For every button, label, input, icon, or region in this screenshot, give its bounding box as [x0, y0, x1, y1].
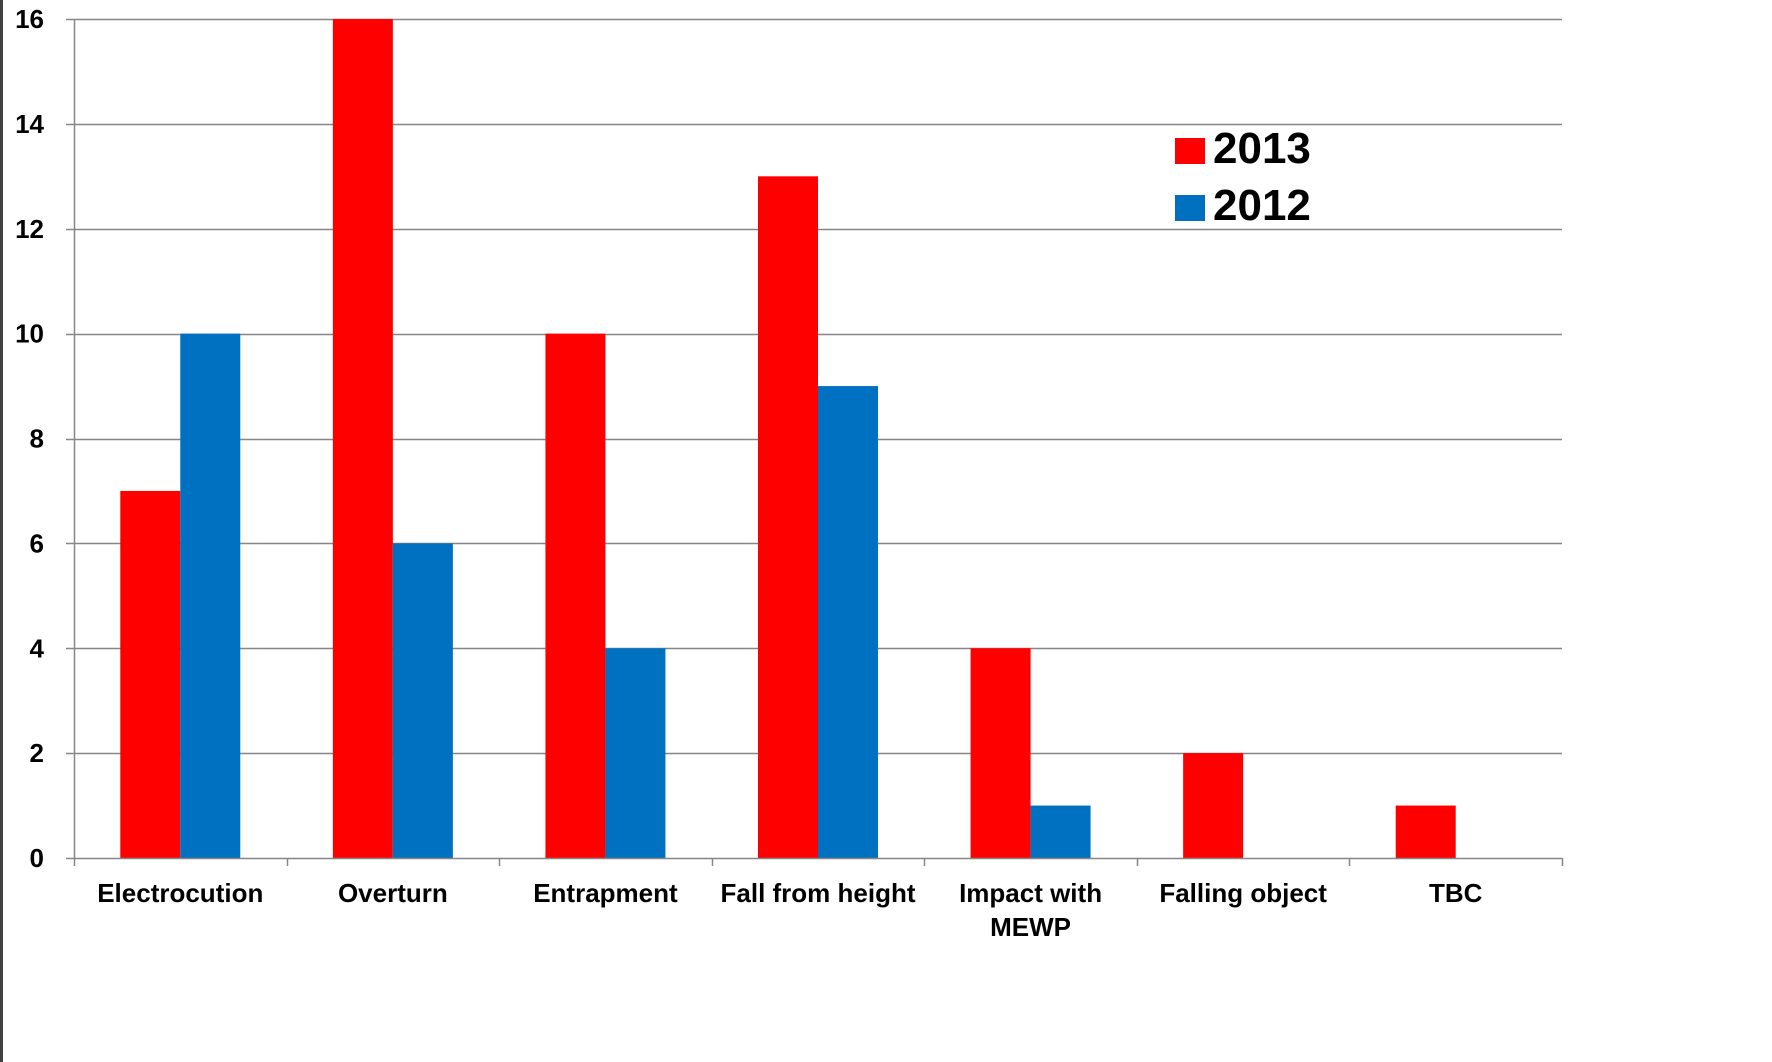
- y-tick-label: 8: [30, 424, 44, 454]
- legend: 2013 2012: [1175, 124, 1311, 230]
- x-category-label: Fall from height: [721, 878, 916, 908]
- x-category-label: Electrocution: [97, 878, 263, 908]
- x-category-label: Falling object: [1159, 878, 1327, 908]
- x-category-label: Impact with MEWP: [959, 878, 1102, 942]
- x-category-label-line: MEWP: [990, 912, 1071, 942]
- bar-2013-overturn: [332, 19, 393, 858]
- bar-2012-entrapment: [605, 648, 666, 858]
- x-category-label-line: Entrapment: [533, 878, 678, 908]
- bar-2012-impact-with-mewp: [1030, 805, 1091, 858]
- y-tick-label: 6: [30, 528, 44, 558]
- x-category-label: TBC: [1429, 878, 1483, 908]
- x-category-label-line: TBC: [1429, 878, 1483, 908]
- x-axis-categories: Electrocution Overturn Entrapment Fall from…: [97, 878, 1482, 942]
- x-category-label: Entrapment: [533, 878, 678, 908]
- bars: [120, 19, 1456, 858]
- y-axis-ticks: 0 2 4 6 8 10 12 14 16: [15, 4, 74, 873]
- x-category-label-line: Falling object: [1159, 878, 1327, 908]
- y-tick-label: 0: [30, 843, 44, 873]
- legend-swatch-2013: [1175, 138, 1205, 164]
- bar-2013-entrapment: [545, 333, 606, 858]
- x-category-label-line: Electrocution: [97, 878, 263, 908]
- x-category-label-line: Overturn: [338, 878, 448, 908]
- y-tick-label: 14: [15, 109, 44, 139]
- x-category-label-line: Fall from height: [721, 878, 916, 908]
- bar-2012-electrocution: [180, 333, 241, 858]
- bar-2013-tbc: [1395, 805, 1456, 858]
- bar-2013-impact-with-mewp: [970, 648, 1031, 858]
- y-tick-label: 16: [15, 4, 44, 34]
- bar-2012-fall-from-height: [818, 386, 878, 858]
- legend-label-2013: 2013: [1213, 124, 1311, 173]
- bar-2013-falling-object: [1183, 753, 1244, 858]
- x-category-label-line: Impact with: [959, 878, 1102, 908]
- y-tick-label: 2: [30, 738, 44, 768]
- bar-2013-electrocution: [120, 490, 181, 858]
- bar-2013-fall-from-height: [758, 176, 818, 858]
- x-category-label: Overturn: [338, 878, 448, 908]
- axes: [73, 19, 1564, 866]
- y-tick-label: 4: [30, 633, 45, 663]
- legend-swatch-2012: [1175, 195, 1205, 221]
- bar-2012-overturn: [392, 543, 453, 858]
- y-tick-label: 12: [15, 214, 44, 244]
- legend-label-2012: 2012: [1213, 181, 1311, 230]
- y-tick-label: 10: [15, 319, 44, 349]
